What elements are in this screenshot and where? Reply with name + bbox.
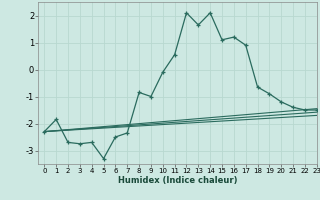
X-axis label: Humidex (Indice chaleur): Humidex (Indice chaleur) [118, 176, 237, 185]
